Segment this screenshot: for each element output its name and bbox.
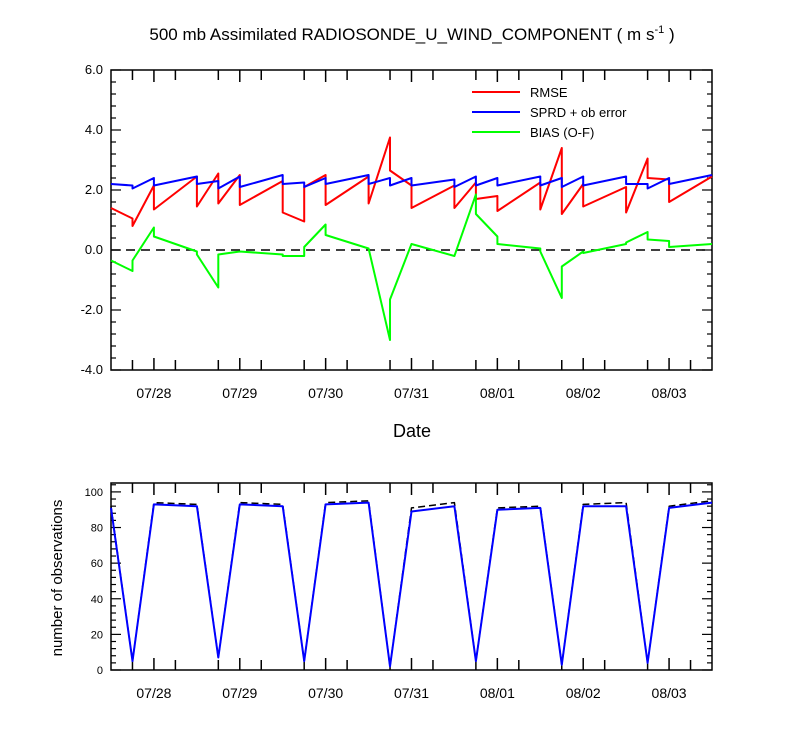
chart-title-close: ) xyxy=(664,25,674,44)
top-xtick-label: 08/03 xyxy=(652,385,687,401)
top-series-sprd xyxy=(110,174,713,190)
bottom-ytick-label: 60 xyxy=(91,558,103,570)
y-axis-label-bottom: number of observations xyxy=(49,500,66,657)
chart-title: 500 mb Assimilated RADIOSONDE_U_WIND_COM… xyxy=(149,24,674,44)
top-xtick-label: 07/31 xyxy=(394,385,429,401)
top-xtick-label: 07/29 xyxy=(222,385,257,401)
top-ytick-label: -2.0 xyxy=(81,302,103,317)
top-xtick-label: 08/01 xyxy=(480,385,515,401)
bottom-xtick-label: 08/01 xyxy=(480,685,515,701)
chart-title-main: 500 mb Assimilated RADIOSONDE_U_WIND_COM… xyxy=(149,25,654,44)
bottom-series-used xyxy=(110,501,713,668)
bottom-xtick-label: 07/28 xyxy=(136,685,171,701)
top-ytick-label: 2.0 xyxy=(85,182,103,197)
chart-title-exponent: -1 xyxy=(654,24,664,36)
top-xtick-label: 07/28 xyxy=(136,385,171,401)
bottom-ytick-label: 100 xyxy=(85,487,103,499)
top-ytick-label: 4.0 xyxy=(85,122,103,137)
legend-sprd-label: SPRD + ob error xyxy=(530,105,627,120)
bottom-xtick-label: 07/29 xyxy=(222,685,257,701)
bottom-xtick-label: 07/31 xyxy=(394,685,429,701)
top-series-rmse xyxy=(110,136,713,227)
bottom-panel: 0 20 40 60 80 100 07/28 07/29 07/30 07/31 08/01 08/… xyxy=(85,482,713,701)
top-xtick-label: 08/02 xyxy=(566,385,601,401)
legend: RMSE SPRD + ob error BIAS (O-F) xyxy=(472,85,627,140)
bottom-xtick-label: 08/03 xyxy=(652,685,687,701)
bottom-ytick-label: 0 xyxy=(97,665,103,677)
bottom-series-possible xyxy=(110,500,713,668)
x-axis-label: Date xyxy=(393,421,431,441)
bottom-ytick-label: 40 xyxy=(91,594,103,606)
top-ytick-label: 0.0 xyxy=(85,242,103,257)
bottom-xtick-label: 08/02 xyxy=(566,685,601,701)
legend-bias-label: BIAS (O-F) xyxy=(530,125,594,140)
top-xtick-label: 07/30 xyxy=(308,385,343,401)
top-ytick-label: 6.0 xyxy=(85,62,103,77)
top-panel: -4.0 -2.0 0.0 2.0 4.0 6.0 07/28 07/29 07/30 07/31… xyxy=(81,62,713,401)
legend-rmse-label: RMSE xyxy=(530,85,568,100)
bottom-ytick-label: 20 xyxy=(91,629,103,641)
bottom-ytick-label: 80 xyxy=(91,523,103,535)
top-series-bias xyxy=(110,193,713,341)
bottom-xtick-label: 07/30 xyxy=(308,685,343,701)
top-ytick-label: -4.0 xyxy=(81,362,103,377)
